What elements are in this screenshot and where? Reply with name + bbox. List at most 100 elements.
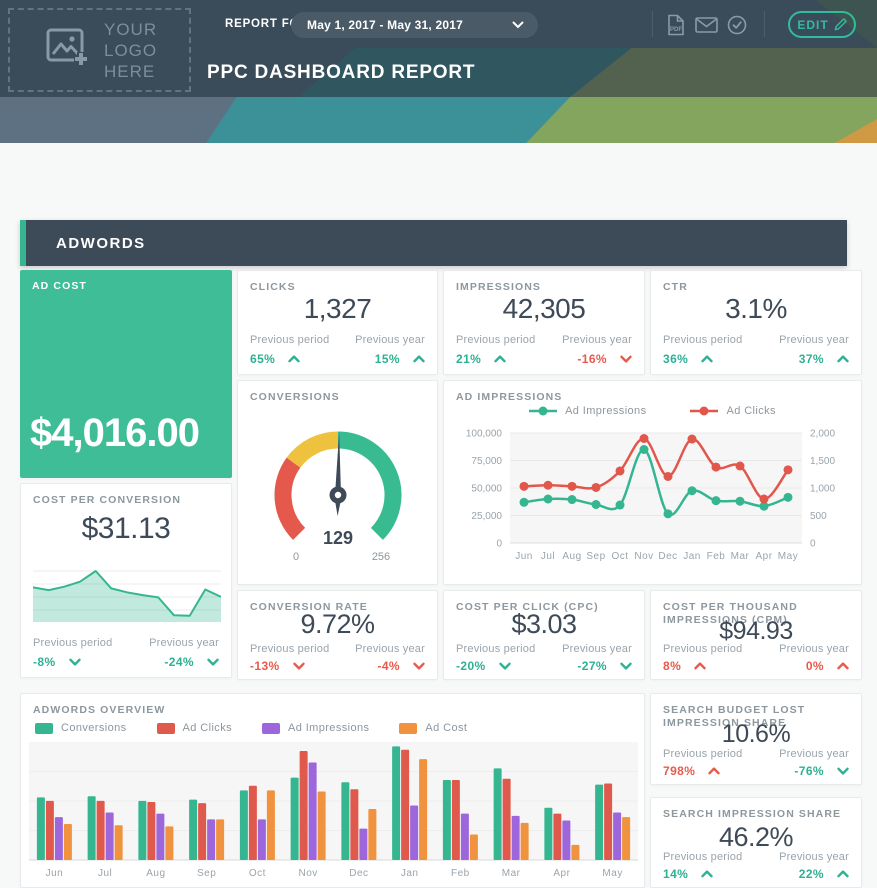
previous-period-label: Previous period	[250, 334, 330, 346]
ad-cost-value: $4,016.00	[30, 411, 200, 455]
previous-period-delta: 65%	[250, 352, 300, 366]
comparison-footer: Previous period Previous year -20% -27%	[456, 643, 632, 673]
section-header-adwords: ADWORDS	[20, 220, 847, 266]
cost-per-conversion-value: $31.13	[81, 512, 171, 545]
email-icon[interactable]	[695, 17, 718, 38]
previous-period-label: Previous period	[456, 643, 536, 655]
conversions-gauge: 129 0 256	[274, 431, 402, 563]
impressions-card: IMPRESSIONS 42,305 Previous period Previo…	[443, 270, 645, 375]
svg-text:Dec: Dec	[349, 868, 368, 879]
cpm-card: COST PER THOUSAND IMPRESSIONS (CPM) $94.…	[650, 590, 862, 680]
previous-year-delta: -4%	[377, 659, 425, 673]
previous-period-delta: 36%	[663, 352, 713, 366]
card-label: COST PER THOUSAND IMPRESSIONS (CPM)	[663, 601, 798, 626]
previous-year-label: Previous year	[562, 334, 632, 346]
pencil-icon	[834, 18, 847, 31]
previous-year-label: Previous year	[355, 334, 425, 346]
page-title: PPC DASHBOARD REPORT	[207, 62, 476, 83]
svg-text:Sep: Sep	[197, 868, 216, 879]
svg-text:May: May	[602, 868, 622, 879]
cost-per-click-card: COST PER CLICK (CPC) $3.03 Previous peri…	[443, 590, 645, 680]
previous-year-delta: -76%	[794, 764, 849, 778]
date-range-dropdown[interactable]: May 1, 2017 - May 31, 2017	[291, 12, 538, 38]
legend-item: Ad Impressions	[529, 405, 646, 417]
card-label: SEARCH IMPRESSION SHARE	[663, 808, 842, 820]
previous-period-delta: 798%	[663, 764, 720, 778]
previous-period-label: Previous period	[663, 748, 743, 760]
svg-text:Apr: Apr	[553, 868, 570, 879]
export-pdf-icon[interactable]: PDF	[666, 14, 686, 41]
previous-year-label: Previous year	[779, 334, 849, 346]
svg-text:Nov: Nov	[298, 868, 317, 879]
previous-period-label: Previous period	[663, 851, 743, 863]
ctr-value: 3.1%	[725, 293, 787, 324]
svg-text:Aug: Aug	[562, 551, 581, 562]
comparison-footer: Previous period Previous year -8% -24%	[33, 637, 219, 669]
card-label: COST PER CONVERSION	[33, 494, 182, 506]
svg-text:Jul: Jul	[541, 551, 555, 562]
adwords-overview-bar-chart: Jun Jul Aug Sep Oct Nov Dec Jan Feb Mar Apr May	[29, 742, 638, 879]
search-impression-share-card: SEARCH IMPRESSION SHARE 46.2% Previous p…	[650, 797, 862, 888]
report-for-label: REPORT FOR	[225, 18, 309, 30]
card-label: SEARCH BUDGET LOST IMPRESSION SHARE	[663, 704, 806, 729]
svg-text:Jan: Jan	[683, 551, 701, 562]
header-decoration-teal	[298, 48, 632, 97]
stripe-sage	[526, 97, 877, 143]
svg-text:Nov: Nov	[634, 551, 653, 562]
stripe-teal	[206, 97, 571, 143]
previous-period-label: Previous period	[250, 643, 330, 655]
card-label: COST PER CLICK (CPC)	[456, 601, 599, 613]
previous-period-delta: 8%	[663, 659, 706, 673]
svg-text:256: 256	[372, 551, 390, 563]
previous-year-delta: 22%	[799, 867, 849, 881]
legend-item: Ad Clicks	[156, 722, 232, 734]
comparison-footer: Previous period Previous year 65% 15%	[250, 334, 425, 366]
svg-text:0: 0	[810, 539, 816, 550]
svg-text:Feb: Feb	[707, 551, 726, 562]
svg-text:Dec: Dec	[658, 551, 677, 562]
ctr-card: CTR 3.1% Previous period Previous year 36…	[650, 270, 862, 375]
header-divider	[652, 11, 653, 37]
search-budget-lost-card: SEARCH BUDGET LOST IMPRESSION SHARE 10.6…	[650, 693, 862, 785]
svg-text:0: 0	[293, 551, 299, 563]
previous-period-label: Previous period	[663, 334, 743, 346]
comparison-footer: Previous period Previous year 36% 37%	[663, 334, 849, 366]
card-label: ADWORDS OVERVIEW	[33, 704, 166, 716]
previous-year-delta: 37%	[799, 352, 849, 366]
clicks-value: 1,327	[303, 293, 372, 324]
logo-placeholder[interactable]: YOUR LOGO HERE	[8, 8, 191, 92]
svg-text:Aug: Aug	[146, 868, 165, 879]
edit-button[interactable]: EDIT	[788, 11, 856, 38]
ad-impressions-line-chart: 100,000 2,000 75,000 1,500 50,000 1,000 25,000…	[466, 429, 836, 563]
svg-text:Mar: Mar	[502, 868, 521, 879]
conversion-rate-value: 9.72%	[300, 609, 375, 639]
previous-period-label: Previous period	[33, 637, 113, 649]
svg-text:50,000: 50,000	[471, 484, 502, 495]
legend-item: Ad Cost	[399, 722, 467, 734]
header-color-stripe	[0, 97, 877, 143]
card-label: CLICKS	[250, 281, 296, 293]
svg-text:PDF: PDF	[670, 27, 682, 33]
schedule-check-icon[interactable]	[727, 15, 747, 40]
card-label: IMPRESSIONS	[456, 281, 542, 293]
previous-year-label: Previous year	[355, 643, 425, 655]
search-budget-lost-value: 10.6%	[721, 720, 791, 748]
previous-period-delta: 14%	[663, 867, 713, 881]
svg-text:Jan: Jan	[401, 868, 419, 879]
previous-period-delta: -20%	[456, 659, 511, 673]
search-impression-share-value: 46.2%	[718, 822, 794, 852]
previous-year-delta: 15%	[375, 352, 425, 366]
conversion-rate-card: CONVERSION RATE 9.72% Previous period Pre…	[237, 590, 438, 680]
svg-text:Jul: Jul	[98, 868, 112, 879]
comparison-footer: Previous period Previous year 8% 0%	[663, 643, 849, 673]
ad-impressions-chart-card: AD IMPRESSIONS Ad Impressions Ad Clicks 1…	[443, 380, 862, 585]
comparison-footer: Previous period Previous year 798% -76%	[663, 748, 849, 778]
svg-text:500: 500	[810, 511, 827, 522]
adwords-overview-chart-card: ADWORDS OVERVIEW Conversions Ad Clicks Ad …	[20, 693, 645, 888]
edit-button-label: EDIT	[797, 17, 829, 32]
svg-text:Jun: Jun	[515, 551, 533, 562]
card-label: AD IMPRESSIONS	[456, 391, 563, 403]
bar-chart-legend: Conversions Ad Clicks Ad Impressions Ad Cos…	[35, 722, 467, 734]
svg-text:0: 0	[496, 539, 502, 550]
card-label: AD COST	[32, 280, 87, 292]
